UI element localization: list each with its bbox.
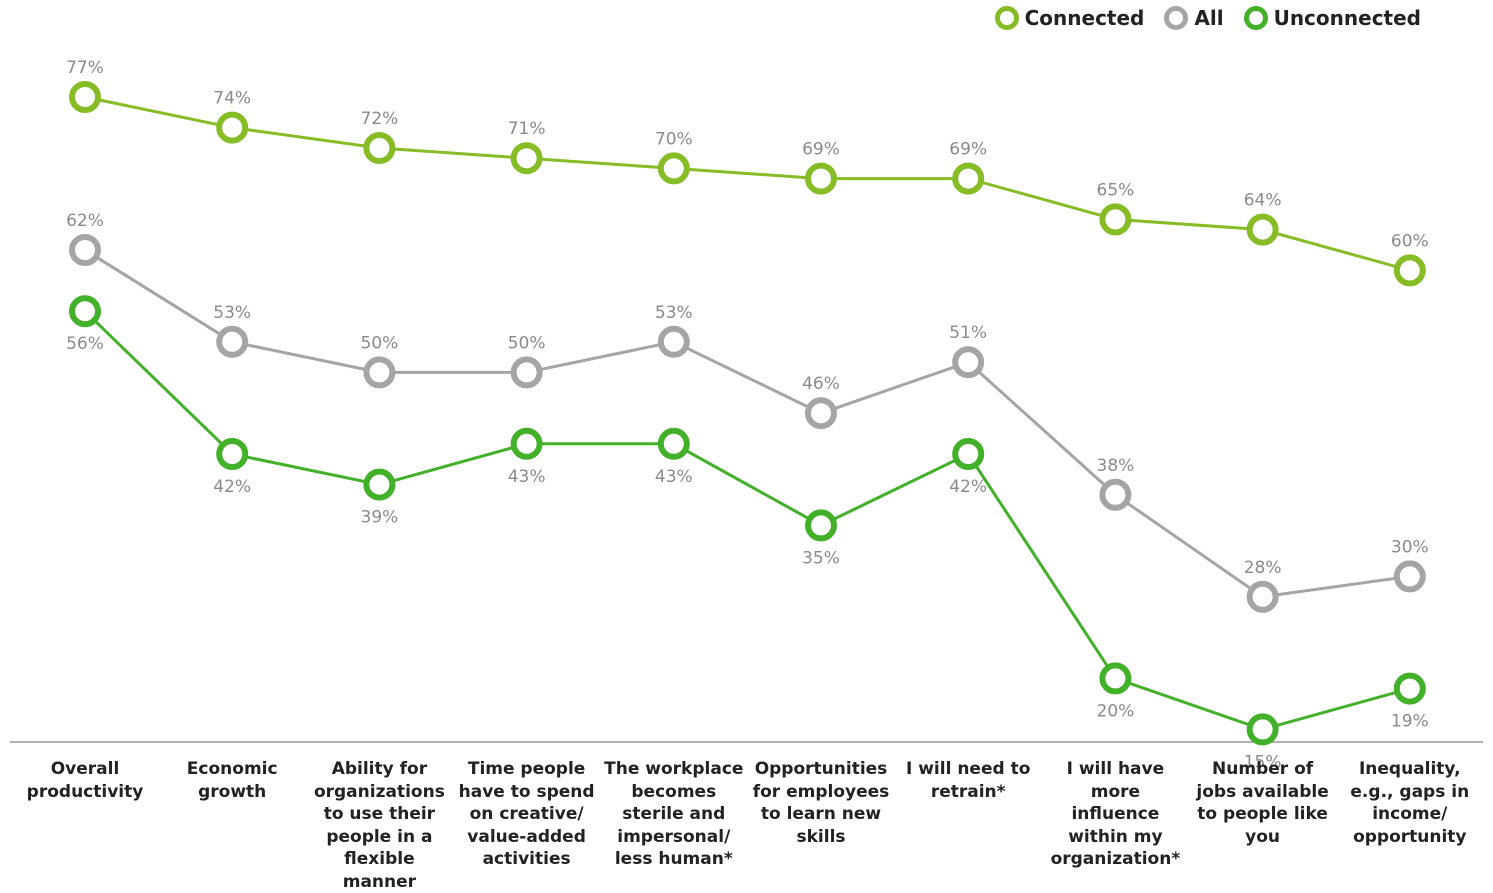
category-label: Number of jobs available to people like … <box>1196 759 1329 847</box>
legend-marker-connected <box>994 6 1019 30</box>
data-point-all <box>805 397 837 430</box>
data-label-all: 62% <box>66 211 104 231</box>
data-point-unconnected <box>363 468 396 501</box>
data-label-connected: 69% <box>949 140 987 160</box>
data-label-unconnected: 20% <box>1097 701 1135 721</box>
data-label-connected: 71% <box>508 119 546 139</box>
data-point-connected <box>510 142 543 175</box>
data-label-all: 51% <box>949 323 987 343</box>
chart-legend: Connected All Unconnected <box>985 6 1421 30</box>
data-point-connected <box>363 132 396 164</box>
data-point-connected <box>216 111 249 144</box>
data-label-connected: 64% <box>1244 191 1282 211</box>
series-line-all <box>84 248 1411 599</box>
data-label-unconnected: 39% <box>361 508 399 528</box>
data-label-all: 53% <box>655 303 693 323</box>
data-point-unconnected <box>805 509 837 542</box>
data-point-all <box>1099 478 1132 511</box>
data-label-unconnected: 42% <box>949 477 987 497</box>
legend-item-connected: Connected <box>994 6 1145 30</box>
data-label-unconnected: 42% <box>213 477 251 497</box>
category-label: Inequality, e.g., gaps in income/ opport… <box>1350 759 1470 847</box>
data-point-unconnected <box>657 427 690 460</box>
data-point-connected <box>1246 213 1279 246</box>
legend-item-unconnected: Unconnected <box>1243 6 1421 30</box>
data-label-all: 30% <box>1391 537 1429 557</box>
data-point-all <box>69 234 101 266</box>
data-point-unconnected <box>1099 662 1132 695</box>
category-label: Economic growth <box>186 759 278 802</box>
data-label-connected: 74% <box>213 89 251 109</box>
data-label-unconnected: 43% <box>508 467 546 487</box>
category-label: I will need to retrain* <box>905 759 1031 802</box>
data-label-connected: 77% <box>66 58 104 78</box>
data-label-connected: 69% <box>802 140 840 160</box>
category-label: I will have more influence within my org… <box>1050 759 1181 869</box>
data-point-all <box>657 325 690 358</box>
legend-label-unconnected: Unconnected <box>1273 6 1421 30</box>
data-label-all: 53% <box>213 303 251 323</box>
category-label: Time people have to spend on creative/ v… <box>458 759 595 869</box>
data-label-all: 50% <box>508 333 546 353</box>
data-point-all <box>216 325 249 358</box>
data-label-unconnected: 35% <box>802 548 840 568</box>
data-point-unconnected <box>510 427 543 460</box>
series-line-unconnected <box>83 310 1411 731</box>
legend-label-connected: Connected <box>1024 6 1145 30</box>
series-line-connected <box>84 95 1411 272</box>
data-label-connected: 60% <box>1391 231 1429 251</box>
data-label-all: 28% <box>1244 558 1282 578</box>
legend-item-all: All <box>1164 6 1224 30</box>
data-point-all <box>952 346 985 379</box>
data-point-connected <box>952 162 985 195</box>
data-point-all <box>1246 580 1279 613</box>
data-point-unconnected <box>1393 672 1426 705</box>
data-label-connected: 72% <box>361 109 399 129</box>
data-point-connected <box>657 152 690 185</box>
data-label-connected: 65% <box>1097 180 1135 200</box>
data-point-all <box>1393 560 1426 593</box>
legend-label-all: All <box>1194 6 1224 30</box>
data-point-connected <box>1099 203 1132 236</box>
category-label: Opportunities for employees to learn new… <box>752 759 890 847</box>
category-label: Overall productivity <box>26 759 144 802</box>
data-label-all: 38% <box>1097 456 1135 476</box>
data-point-unconnected <box>952 438 985 470</box>
data-point-all <box>363 356 396 389</box>
data-point-connected <box>1393 254 1426 287</box>
data-point-unconnected <box>216 438 249 470</box>
data-point-connected <box>805 162 837 195</box>
category-label: Ability for organizations to use their p… <box>313 759 445 892</box>
data-label-unconnected: 19% <box>1391 712 1429 732</box>
data-label-all: 46% <box>802 374 840 394</box>
data-label-connected: 70% <box>655 129 693 149</box>
data-label-all: 50% <box>361 333 399 353</box>
data-label-unconnected: 56% <box>66 334 104 354</box>
data-point-unconnected <box>1246 713 1279 746</box>
data-point-all <box>510 356 543 389</box>
data-point-unconnected <box>69 295 101 328</box>
category-label: The workplace becomes sterile and impers… <box>604 759 744 869</box>
data-label-unconnected: 43% <box>655 467 693 487</box>
legend-marker-unconnected <box>1243 6 1268 30</box>
legend-marker-all <box>1164 6 1189 30</box>
data-point-connected <box>69 81 101 113</box>
data-label-unconnected: 15% <box>1244 752 1282 772</box>
